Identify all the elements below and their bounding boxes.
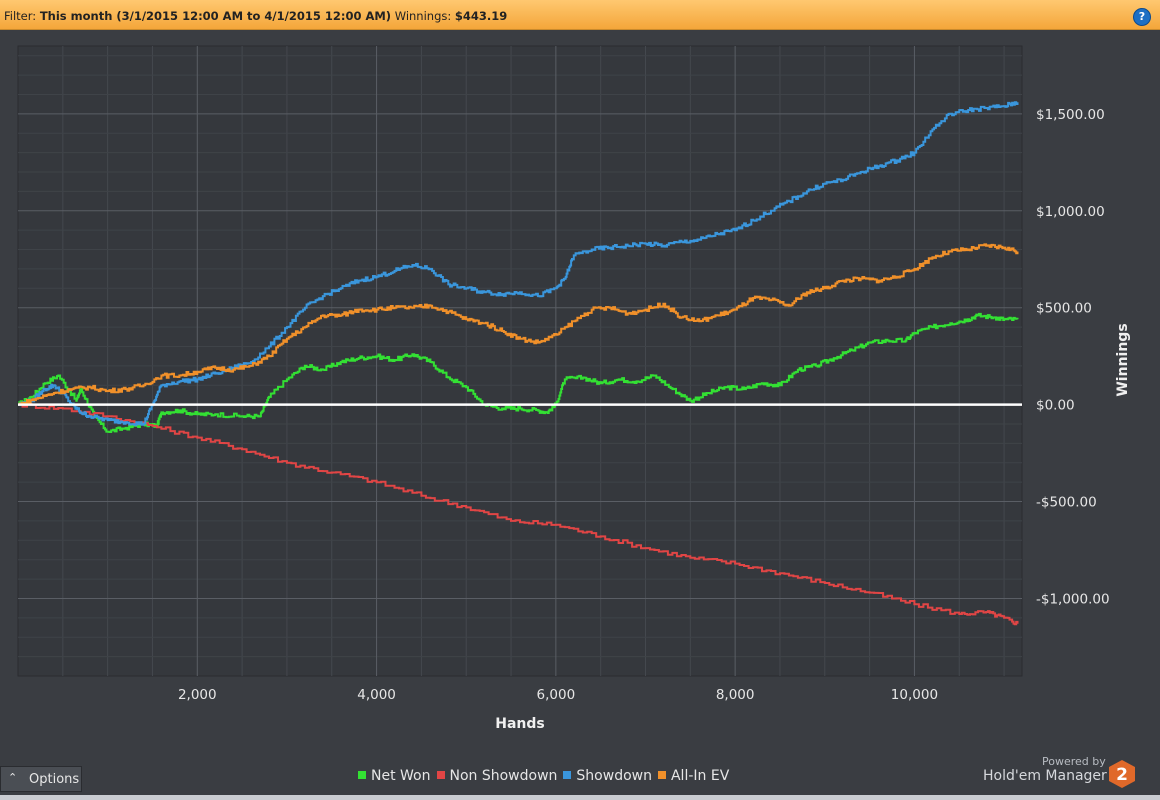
winnings-value: $443.19 [454,9,508,23]
filter-text: Filter: This month (3/1/2015 12:00 AM to… [4,9,507,23]
legend-label: All-In EV [670,768,730,784]
filter-label: Filter: [4,9,37,23]
plot-background [17,45,1023,677]
legend-item-showdown[interactable]: Showdown [563,768,652,784]
legend-swatch [563,771,572,779]
filter-bar: Filter: This month (3/1/2015 12:00 AM to… [0,0,1160,30]
legend-label: Net Won [371,768,431,784]
legend-swatch [436,771,445,779]
y-tick-label: $0.00 [1036,398,1075,414]
y-axis-label: Winnings [1115,323,1131,396]
y-tick-label: -$1,000.00 [1036,591,1110,607]
series-line-all-in-ev [18,243,1019,406]
question-icon[interactable]: ? [1133,8,1151,26]
chevron-up-icon: ⌃ [8,771,18,784]
options-label: Options [29,772,80,787]
series-line-net-won [18,312,1019,433]
y-tick-label: -$500.00 [1036,495,1097,511]
chart-legend: Net Won Non Showdown Showdown All-In EV [358,768,735,786]
x-tick-label: 6,000 [537,687,576,703]
legend-item-net-won[interactable]: Net Won [358,768,431,784]
powered-by-text: Powered by [1042,755,1106,768]
winnings-label: Winnings: [394,9,452,23]
y-tick-label: $1,000.00 [1036,204,1105,220]
legend-swatch [657,771,666,779]
brand-name: Hold'em Manager [983,768,1107,784]
winnings-chart: $1,500.00 $1,000.00 $500.00 $0.00 -$500.00 -$… [17,45,1131,732]
legend-item-non-showdown[interactable]: Non Showdown [436,768,558,784]
x-tick-label: 10,000 [891,687,938,703]
bottom-edge [0,795,1160,800]
filter-value[interactable]: This month (3/1/2015 12:00 AM to 4/1/201… [39,9,392,23]
x-tick-label: 8,000 [716,687,755,703]
holdem-manager-logo: 2 [1109,760,1135,788]
bottom-bar [0,764,1160,800]
series-line-showdown [18,101,1019,427]
series-line-non-showdown [18,403,1019,626]
options-button[interactable]: ⌃ Options [0,766,82,792]
x-tick-label: 4,000 [357,687,396,703]
legend-swatch [358,771,366,779]
y-tick-label: $1,500.00 [1036,107,1105,123]
legend-label: Showdown [576,768,652,784]
x-axis-label: Hands [495,716,545,732]
x-tick-label: 2,000 [178,687,217,703]
legend-label: Non Showdown [449,768,558,784]
logo-text: 2 [1116,765,1128,785]
legend-item-all-in-ev[interactable]: All-In EV [657,768,730,784]
y-tick-label: $500.00 [1036,301,1092,317]
